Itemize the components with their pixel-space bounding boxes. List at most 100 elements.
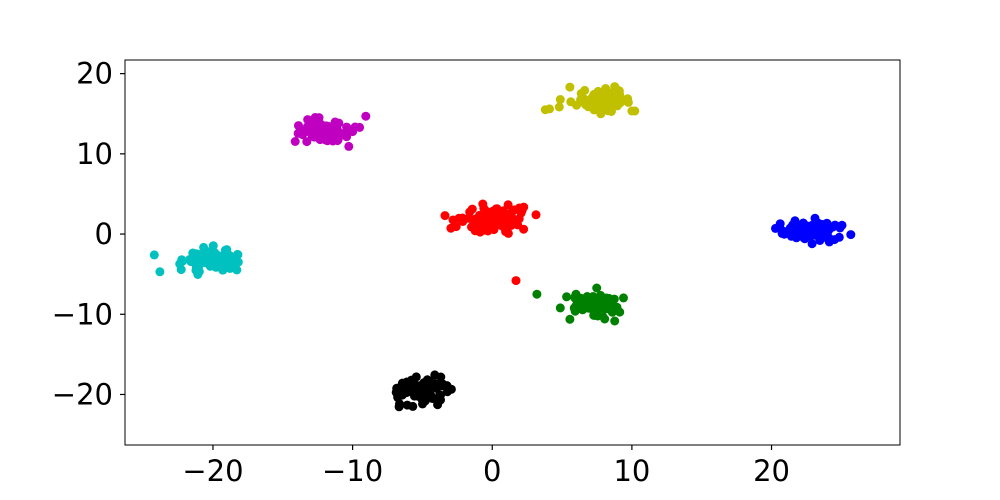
data-point: [517, 206, 527, 215]
data-point: [355, 122, 365, 132]
x-tick-label: −20: [182, 454, 243, 488]
data-point: [479, 203, 489, 213]
data-points: [149, 82, 856, 412]
y-tick-label: 20: [76, 57, 113, 91]
data-point: [290, 137, 300, 146]
x-tick-label: 20: [753, 454, 790, 488]
y-axis: −20 −10 0 10 20: [52, 57, 125, 411]
data-point: [815, 236, 825, 245]
data-point: [610, 316, 620, 326]
data-point: [807, 239, 817, 249]
data-point: [440, 211, 450, 221]
data-point: [318, 124, 328, 134]
data-point: [218, 265, 228, 275]
data-point: [565, 82, 575, 92]
data-point: [555, 303, 565, 313]
data-point: [436, 372, 446, 382]
data-point: [531, 210, 541, 220]
data-point: [511, 276, 521, 286]
data-point: [226, 261, 236, 271]
data-point: [608, 102, 618, 112]
data-point: [155, 267, 165, 277]
series-6: [391, 370, 456, 412]
data-point: [791, 231, 801, 241]
data-point: [614, 94, 624, 104]
series-4: [771, 213, 856, 249]
data-point: [422, 375, 432, 385]
data-point: [835, 223, 845, 233]
data-point: [540, 105, 550, 115]
x-tick-label: −10: [322, 454, 383, 488]
data-point: [514, 214, 524, 224]
data-point: [532, 289, 542, 299]
data-point: [615, 307, 625, 317]
data-point: [454, 213, 464, 223]
data-point: [222, 245, 232, 255]
series-3: [149, 241, 243, 279]
data-point: [503, 200, 513, 210]
series-5: [532, 283, 628, 326]
data-point: [588, 96, 598, 106]
data-point: [407, 375, 416, 385]
data-point: [470, 226, 480, 236]
data-point: [846, 230, 856, 240]
data-point: [191, 262, 201, 272]
y-tick-label: 10: [76, 137, 113, 171]
data-point: [176, 265, 186, 275]
data-point: [294, 121, 303, 131]
data-point: [797, 221, 807, 231]
data-point: [565, 314, 575, 324]
data-point: [416, 392, 426, 402]
data-point: [555, 95, 565, 104]
data-point: [430, 379, 440, 388]
data-point: [572, 304, 582, 314]
data-point: [482, 222, 492, 232]
data-point: [302, 137, 312, 147]
data-point: [216, 251, 226, 261]
data-point: [609, 294, 619, 304]
data-point: [601, 86, 611, 96]
data-point: [426, 393, 436, 403]
data-point: [788, 220, 798, 230]
data-point: [602, 303, 612, 313]
data-point: [342, 122, 352, 132]
data-point: [344, 141, 354, 151]
data-point: [408, 401, 418, 411]
series-1: [290, 111, 371, 151]
data-point: [808, 223, 818, 233]
data-point: [570, 292, 580, 302]
data-point: [619, 293, 628, 303]
data-point: [309, 129, 319, 139]
data-point: [583, 302, 593, 312]
series-2: [540, 82, 640, 119]
data-point: [233, 257, 243, 267]
data-point: [329, 122, 339, 132]
data-point: [580, 85, 590, 95]
plot-frame: [124, 59, 901, 446]
data-point: [596, 109, 606, 119]
data-point: [782, 227, 792, 237]
data-point: [393, 389, 403, 399]
data-point: [771, 223, 780, 233]
data-point: [436, 390, 445, 400]
x-tick-label: 10: [613, 454, 650, 488]
data-point: [208, 241, 218, 251]
data-point: [467, 204, 477, 214]
data-point: [419, 384, 429, 394]
y-tick-label: 0: [95, 217, 113, 251]
data-point: [361, 111, 371, 121]
x-tick-label: 0: [483, 454, 501, 488]
data-point: [592, 283, 602, 293]
data-point: [598, 311, 607, 321]
y-tick-label: −20: [52, 377, 113, 411]
data-point: [409, 384, 419, 394]
data-point: [313, 118, 322, 128]
data-point: [233, 249, 242, 259]
data-point: [577, 94, 587, 104]
data-point: [437, 381, 447, 391]
series-0: [440, 199, 541, 286]
data-point: [562, 292, 572, 302]
data-point: [595, 304, 605, 314]
data-point: [627, 106, 637, 116]
